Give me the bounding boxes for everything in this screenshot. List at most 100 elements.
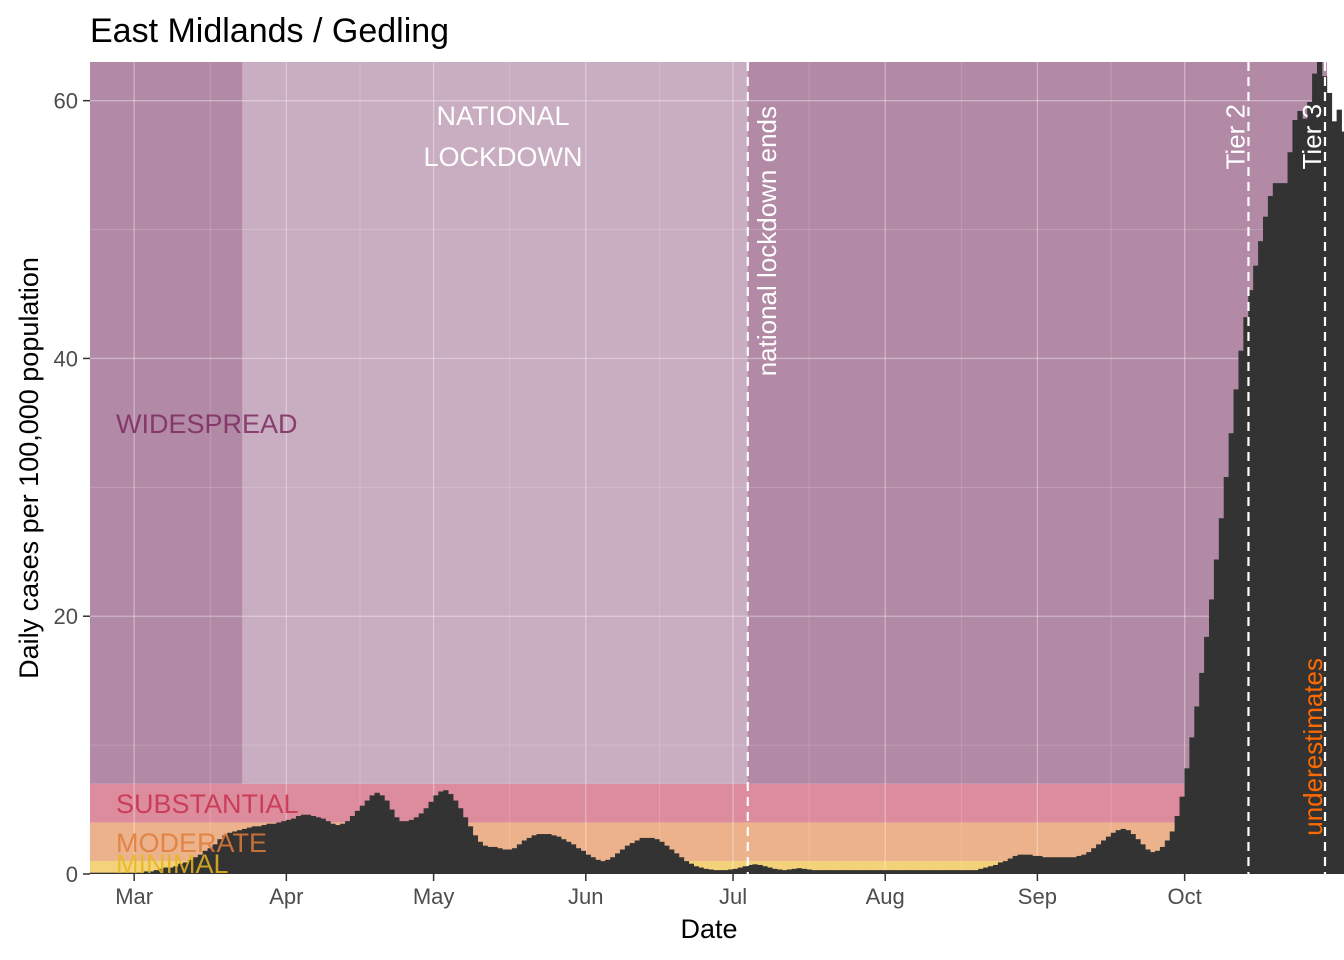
case-bar [192,857,199,874]
case-bar [1218,518,1225,874]
case-bar [457,808,464,874]
case-bar [1047,857,1053,874]
case-bar [335,825,341,874]
case-bar [1238,350,1244,874]
case-bar [507,849,513,874]
case-bar [516,844,523,874]
case-bar [521,840,528,874]
x-tick-label: Jul [719,884,747,909]
case-bar [482,845,488,874]
case-bar [511,848,518,874]
case-bar [295,816,302,874]
x-tick-label: Sep [1018,884,1057,909]
case-bar [477,841,483,874]
case-bar [359,805,366,874]
case-bar [1145,849,1151,874]
case-bar [757,864,763,874]
case-bar [610,857,616,874]
case-bar [197,854,204,874]
case-bar [1115,830,1122,874]
case-bar [1086,852,1092,874]
zone-band-widespread [90,62,1327,784]
case-bar [973,870,979,874]
case-bar [138,872,145,874]
case-bar [811,870,817,874]
case-bar [1051,857,1058,874]
case-bar [835,870,842,874]
case-bar [1213,559,1220,874]
case-bar [580,850,586,874]
case-bar [256,826,263,874]
case-bar [541,834,547,874]
case-bar [1189,737,1195,874]
case-bar [561,839,567,874]
case-bar [826,870,832,874]
zone-label-moderate: MODERATE [116,828,267,858]
case-bar [1125,830,1131,874]
case-bar [894,870,901,874]
case-bar [389,809,395,874]
case-bar [487,846,493,874]
case-bar [251,826,258,874]
case-bar [713,870,719,874]
case-bar [1179,796,1185,874]
case-bar [963,870,969,874]
case-bar [850,870,856,874]
case-bar [1061,857,1068,874]
case-bar [1262,216,1269,874]
case-bar [330,823,336,874]
case-bar [1302,118,1308,874]
case-bar [202,850,209,874]
case-bar [831,870,837,874]
case-bar [109,872,115,874]
case-bar [1105,836,1112,874]
case-bar [644,837,650,874]
case-bar [1071,857,1077,874]
case-bar [742,866,748,874]
case-bar [747,864,753,874]
case-bar [492,846,498,874]
case-bar [840,870,847,874]
case-bar [1017,854,1023,874]
case-bar [772,868,778,874]
event-label: national lockdown ends [752,106,782,376]
case-bar [1002,861,1009,874]
case-bar [997,862,1004,874]
case-bar [1258,241,1264,875]
case-bar [1233,389,1239,874]
case-bar [570,844,577,874]
zone-label-widespread: WIDESPREAD [116,409,298,439]
case-bar [1316,62,1323,874]
case-bar [207,848,213,874]
case-bar [315,817,321,874]
case-bar [1287,152,1293,874]
case-bar [178,863,184,874]
case-bar [1066,857,1072,874]
case-bar [1253,265,1259,875]
case-bar [1292,120,1298,874]
case-bar [860,870,866,874]
case-bar [978,868,984,874]
case-bar [605,859,611,874]
case-bar [379,795,385,874]
case-bar [1081,854,1087,874]
case-bar [232,831,238,874]
case-bar [732,868,739,874]
case-bar [1248,290,1254,875]
case-bar [1341,131,1344,875]
case-bar [556,836,562,874]
case-bar [266,823,272,874]
case-bar [634,840,640,874]
y-tick-label: 0 [66,862,78,887]
case-bar [865,870,871,874]
case-bar [1076,855,1082,874]
case-bar [664,845,670,874]
case-bar [286,819,292,874]
x-axis-title: Date [680,914,737,944]
case-bar [158,868,164,874]
case-bar [241,828,248,874]
case-bar [1140,844,1146,874]
case-bar [943,870,950,874]
case-bar [99,872,105,874]
